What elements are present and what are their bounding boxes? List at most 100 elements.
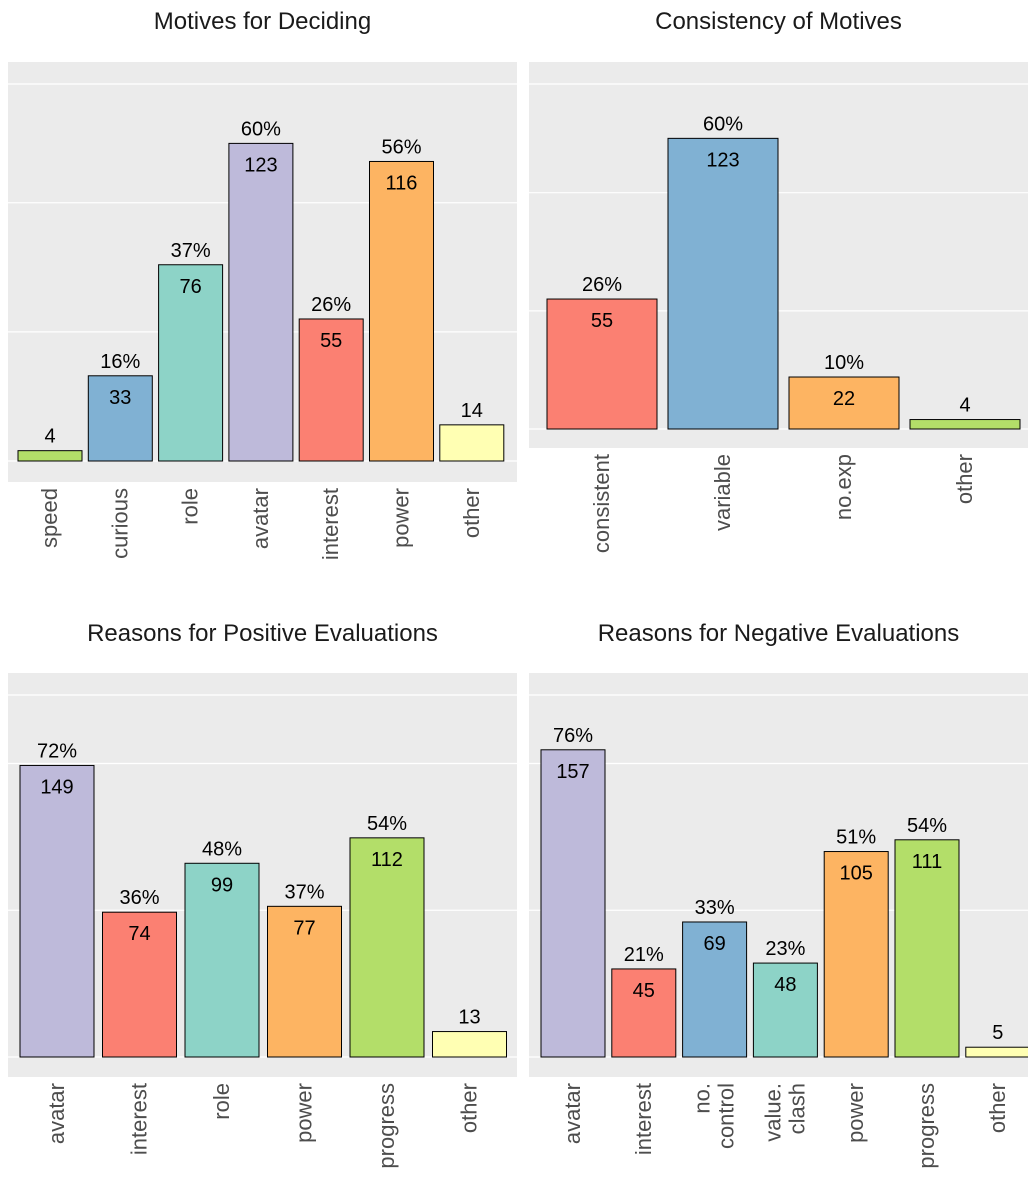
x-tick-label: other xyxy=(985,1083,1010,1133)
x-tick-label: progress xyxy=(914,1083,939,1169)
bar xyxy=(298,318,364,462)
bar-value-label: 111 xyxy=(912,851,942,873)
bar-value-label: 69 xyxy=(703,933,725,955)
bar-percent-label: 26% xyxy=(582,274,622,296)
bar xyxy=(102,911,177,1058)
x-tick-label: other xyxy=(952,454,977,504)
bar xyxy=(267,905,342,1058)
chart-title: Reasons for Positive Evaluations xyxy=(87,620,438,647)
x-tick-label: control xyxy=(714,1083,739,1149)
bar-value-label: 105 xyxy=(840,863,873,885)
bar-value-label: 4 xyxy=(44,426,55,448)
bar-percent-label: 56% xyxy=(381,136,421,158)
bar-percent-label: 26% xyxy=(311,294,351,316)
bar-percent-label: 54% xyxy=(907,815,947,837)
bar-value-label: 76 xyxy=(179,276,201,298)
bar-value-label: 77 xyxy=(293,917,315,939)
x-tick-label: role xyxy=(178,488,203,525)
x-tick-label: consistent xyxy=(589,454,614,553)
x-tick-label: value. xyxy=(760,1083,785,1142)
bar-value-label: 149 xyxy=(40,776,73,798)
bar-percent-label: 23% xyxy=(765,938,805,960)
bar xyxy=(546,298,658,430)
chart-svg: 157 76% avatar 45 21% interest 69 33% no. control… xyxy=(529,673,1028,1169)
x-tick-label: curious xyxy=(107,488,132,559)
x-tick-label: variable xyxy=(710,454,735,531)
bar-percent-label: 48% xyxy=(202,838,242,860)
x-tick-label: power xyxy=(389,488,414,548)
bar-value-label: 123 xyxy=(244,154,277,176)
bar-value-label: 33 xyxy=(109,387,131,409)
bar-percent-label: 21% xyxy=(624,944,664,966)
bar xyxy=(667,137,779,430)
bar-value-label: 14 xyxy=(461,400,483,422)
x-tick-label: speed xyxy=(37,488,62,548)
bar xyxy=(965,1046,1028,1058)
bar-value-label: 55 xyxy=(320,330,342,352)
chart-title: Motives for Deciding xyxy=(153,8,372,35)
x-tick-label: avatar xyxy=(248,488,273,549)
bar xyxy=(788,376,900,430)
chart-svg: 4 speed 33 16% curious 76 37% role 123 60% avatar 5… xyxy=(8,62,517,560)
bar xyxy=(909,419,1021,430)
bar xyxy=(228,142,294,462)
bar-value-label: 5 xyxy=(992,1022,1003,1044)
bar-value-label: 99 xyxy=(211,874,233,896)
bar-percent-label: 37% xyxy=(171,240,211,262)
bar-value-label: 13 xyxy=(458,1007,480,1029)
bar-value-label: 48 xyxy=(774,974,796,996)
bar xyxy=(540,749,606,1058)
bar-percent-label: 33% xyxy=(695,897,735,919)
bar-percent-label: 60% xyxy=(703,113,743,135)
bar xyxy=(823,851,889,1058)
bar-percent-label: 36% xyxy=(119,887,159,909)
bar xyxy=(184,862,260,1058)
bar-percent-label: 72% xyxy=(37,740,77,762)
bar-percent-label: 60% xyxy=(241,118,281,140)
chart-svg: 55 26% consistent 123 60% variable 22 10% no.exp… xyxy=(529,62,1028,553)
x-tick-label: progress xyxy=(374,1083,399,1169)
bar-value-label: 112 xyxy=(371,849,403,871)
bar xyxy=(752,962,818,1058)
bar xyxy=(369,160,434,462)
bar xyxy=(158,264,224,462)
bar xyxy=(611,968,677,1058)
chart-svg: 149 72% avatar 74 36% interest 99 48% role 77 37% p… xyxy=(8,673,517,1169)
bar xyxy=(19,764,95,1058)
x-tick-label: power xyxy=(292,1083,317,1143)
bar-percent-label: 10% xyxy=(824,352,864,374)
bar-value-label: 4 xyxy=(959,395,970,417)
bar-percent-label: 16% xyxy=(100,351,140,373)
bar xyxy=(432,1031,507,1058)
bar-percent-label: 51% xyxy=(836,827,876,849)
x-tick-label: interest xyxy=(127,1083,152,1155)
x-tick-label: role xyxy=(209,1083,234,1120)
bar xyxy=(87,375,153,462)
chart-title: Reasons for Negative Evaluations xyxy=(597,620,960,647)
x-tick-label: no. xyxy=(690,1083,715,1114)
x-tick-label: interest xyxy=(318,488,343,560)
bar xyxy=(894,839,960,1058)
x-tick-label: other xyxy=(459,488,484,538)
bar-percent-label: 37% xyxy=(284,881,324,903)
bar xyxy=(439,424,505,462)
x-tick-label: power xyxy=(843,1083,868,1143)
x-tick-label: avatar xyxy=(44,1083,69,1144)
bar-percent-label: 54% xyxy=(367,813,407,835)
bar xyxy=(17,450,83,462)
x-tick-label: clash xyxy=(784,1083,809,1134)
x-tick-label: no.exp xyxy=(831,454,856,520)
bar-value-label: 22 xyxy=(833,388,855,410)
x-tick-label: other xyxy=(457,1083,482,1133)
bar xyxy=(682,921,748,1058)
bar-value-label: 45 xyxy=(633,980,655,1002)
bar-percent-label: 76% xyxy=(553,725,593,747)
chart-title: Consistency of Motives xyxy=(655,8,902,35)
bar-value-label: 157 xyxy=(556,761,589,783)
x-tick-label: interest xyxy=(631,1083,656,1155)
bar-value-label: 116 xyxy=(386,172,418,194)
bar xyxy=(349,837,425,1058)
bar-value-label: 55 xyxy=(591,310,613,332)
bar-value-label: 123 xyxy=(706,149,739,171)
